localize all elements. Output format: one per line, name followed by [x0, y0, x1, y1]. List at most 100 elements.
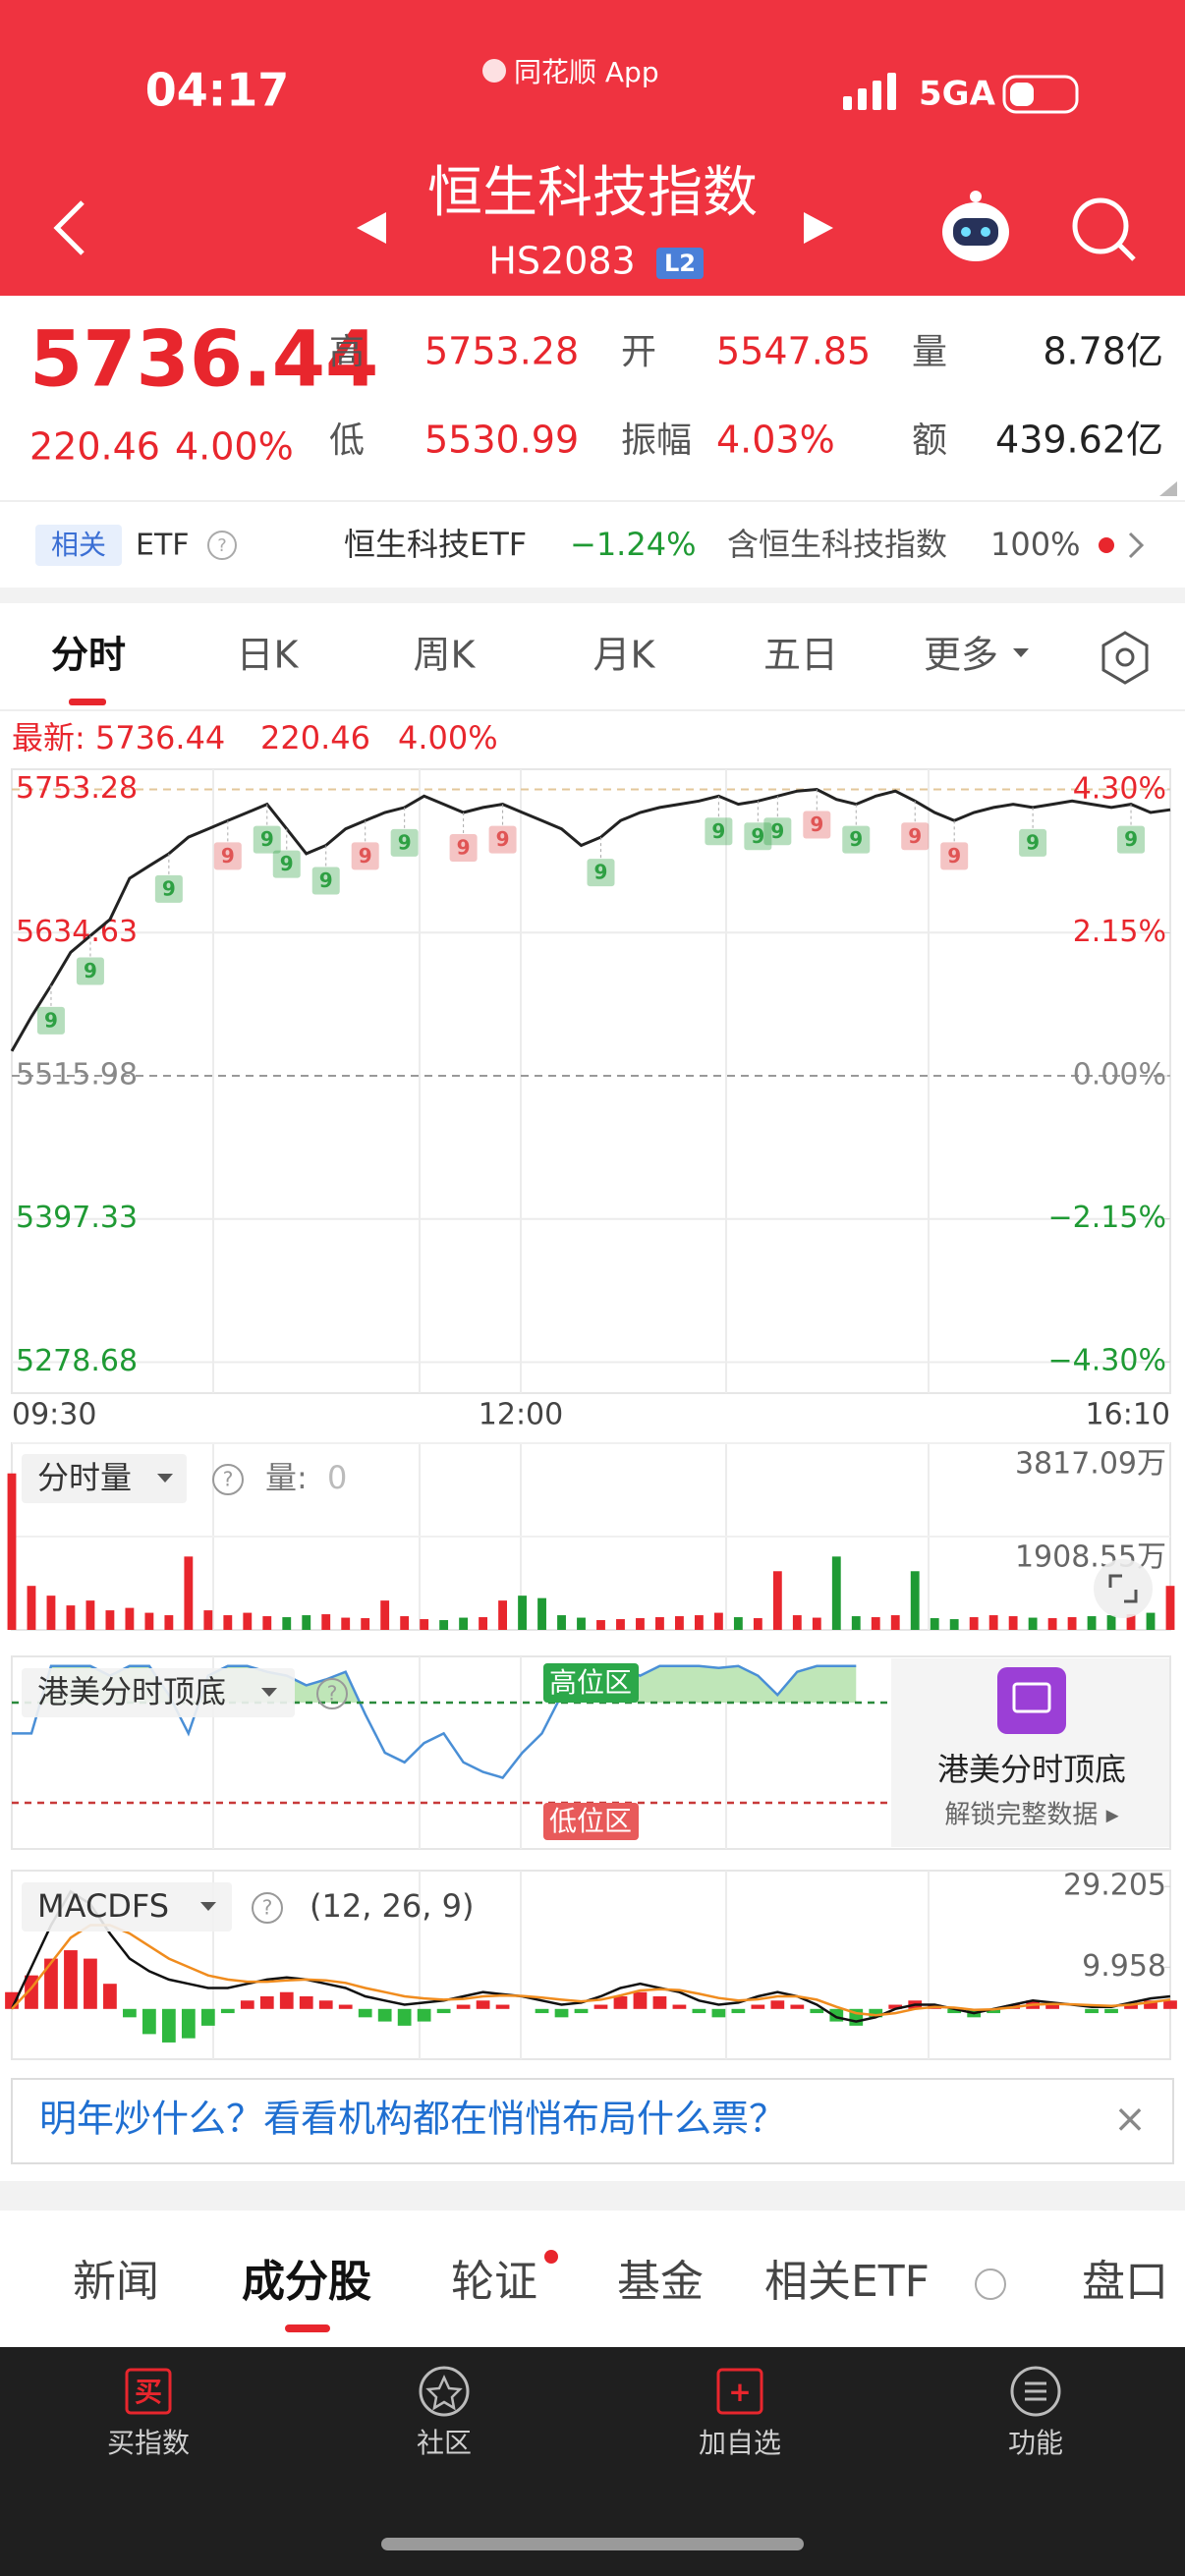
y-tick-label: 3817.09万 — [1015, 1447, 1166, 1482]
section-tab[interactable]: 成分股 — [242, 2257, 371, 2307]
chevron[interactable] — [1128, 532, 1145, 559]
macd-bar — [259, 1996, 274, 2009]
y2-tick-label: −4.30% — [1048, 1344, 1166, 1378]
chart-tab[interactable]: 五日 — [763, 634, 838, 677]
field-value: 4.03% — [716, 419, 835, 462]
y-tick-label: 5634.63 — [16, 915, 138, 949]
lock-title: 港美分时顶底 — [937, 1751, 1126, 1788]
selector-bg[interactable] — [22, 1668, 295, 1717]
ad-close[interactable]: × — [1113, 2097, 1147, 2142]
latest-change: 220.46 — [260, 719, 370, 756]
nav-label[interactable]: 功能 — [1008, 2427, 1063, 2459]
help-icon[interactable] — [252, 1892, 283, 1924]
search-button[interactable] — [1072, 197, 1136, 261]
chart-tab[interactable]: 分时 — [51, 634, 126, 677]
lock-text[interactable]: 解锁完整数据 ▸ — [944, 1801, 1118, 1830]
volume-bar — [184, 1556, 194, 1630]
volume-bar — [302, 1615, 311, 1630]
dea-line — [11, 1924, 1171, 2017]
field-label: 高 — [329, 332, 365, 372]
ad-banner[interactable] — [11, 2078, 1174, 2164]
x-tick-label: 12:00 — [479, 1398, 563, 1432]
section-tab[interactable]: 新闻 — [73, 2257, 159, 2307]
x-tick-label: 09:30 — [12, 1398, 96, 1432]
nav-label[interactable]: 加自选 — [699, 2427, 781, 2459]
nav-icon[interactable] — [419, 2366, 470, 2417]
help-icon[interactable] — [975, 2268, 1006, 2300]
chart-tab[interactable]: 更多 — [924, 634, 998, 677]
app-icon — [482, 59, 506, 83]
nav-icon[interactable] — [716, 2368, 763, 2415]
red-dot — [544, 2250, 558, 2264]
macd-bar — [377, 2008, 392, 2022]
field-value: 5753.28 — [424, 330, 579, 373]
signal-badge — [940, 842, 969, 870]
volume-bar — [125, 1607, 135, 1630]
prev-button[interactable] — [357, 212, 386, 244]
help-icon[interactable] — [316, 1678, 348, 1709]
robot-button[interactable] — [942, 191, 1009, 261]
signal-badge — [76, 957, 104, 985]
macd-bar — [123, 2008, 137, 2018]
signal-text: 9 — [496, 827, 510, 851]
field-value: 5530.99 — [424, 419, 579, 462]
help-mark: ? — [217, 535, 227, 556]
volume-bar — [949, 1619, 959, 1630]
section-tab[interactable]: 相关ETF — [764, 2257, 930, 2307]
status-app: 同花顺 App — [514, 56, 659, 88]
volume-bar — [282, 1617, 292, 1630]
signal-badge — [763, 817, 792, 846]
ad-text[interactable]: 明年炒什么？看看机构都在悄悄布局什么票？ — [39, 2098, 786, 2141]
corner-mark — [1159, 481, 1177, 496]
nav-icon[interactable] — [125, 2368, 172, 2415]
expand-button[interactable] — [1094, 1559, 1153, 1618]
help-icon[interactable] — [212, 1464, 244, 1495]
etf-name[interactable]: 恒生科技ETF — [344, 526, 527, 563]
chart-tab[interactable]: 月K — [593, 634, 656, 677]
field-value: 439.62亿 — [995, 419, 1163, 462]
nav-label[interactable]: 买指数 — [107, 2427, 190, 2459]
section-tab[interactable]: 轮证 — [451, 2257, 537, 2307]
nav-label[interactable]: 社区 — [417, 2427, 472, 2459]
home-indicator — [381, 2538, 804, 2550]
low-label: 低位区 — [549, 1805, 632, 1837]
back-button[interactable] — [53, 200, 85, 255]
volume-bar — [66, 1605, 76, 1630]
signal-text: 9 — [44, 1008, 58, 1032]
nav-icon[interactable] — [1010, 2366, 1061, 2417]
signal-text: 9 — [398, 830, 412, 854]
selector-bg[interactable] — [22, 1882, 232, 1932]
section-tab[interactable]: 盘口 — [1082, 2257, 1168, 2307]
battery-level — [1010, 83, 1034, 106]
volume-bar — [1126, 1614, 1136, 1630]
next-button[interactable] — [804, 212, 833, 244]
etf-tag-bg — [35, 525, 122, 566]
volume-bar — [518, 1596, 527, 1630]
help-icon[interactable] — [207, 531, 237, 560]
chart-tab[interactable]: 周K — [414, 634, 477, 677]
volume-bar — [890, 1615, 900, 1630]
volume-bar — [459, 1617, 469, 1630]
holding-pct: 100% — [990, 526, 1080, 563]
volume-bar — [851, 1616, 861, 1630]
volume-bar — [772, 1571, 782, 1630]
field-value: 8.78亿 — [1043, 330, 1163, 373]
signal-text: 9 — [319, 868, 333, 892]
macd-bar — [279, 1991, 294, 2009]
macd-bar — [987, 2008, 1001, 2014]
chart-tab[interactable]: 日K — [237, 634, 300, 677]
settings-button[interactable] — [1101, 631, 1149, 685]
macd-bar — [299, 1996, 313, 2009]
y2-tick-label: 0.00% — [1073, 1058, 1166, 1092]
signal-text: 9 — [260, 827, 274, 851]
signal-badge — [36, 1006, 65, 1035]
y2-tick-label: 2.15% — [1073, 915, 1166, 949]
selector-bg[interactable] — [22, 1454, 187, 1503]
separator — [0, 588, 1185, 603]
signal-badge — [449, 833, 478, 862]
section-tab[interactable]: 基金 — [617, 2257, 704, 2307]
field-label: 额 — [912, 420, 947, 461]
signal-text: 9 — [162, 876, 176, 900]
macd-bar — [1144, 2000, 1157, 2009]
